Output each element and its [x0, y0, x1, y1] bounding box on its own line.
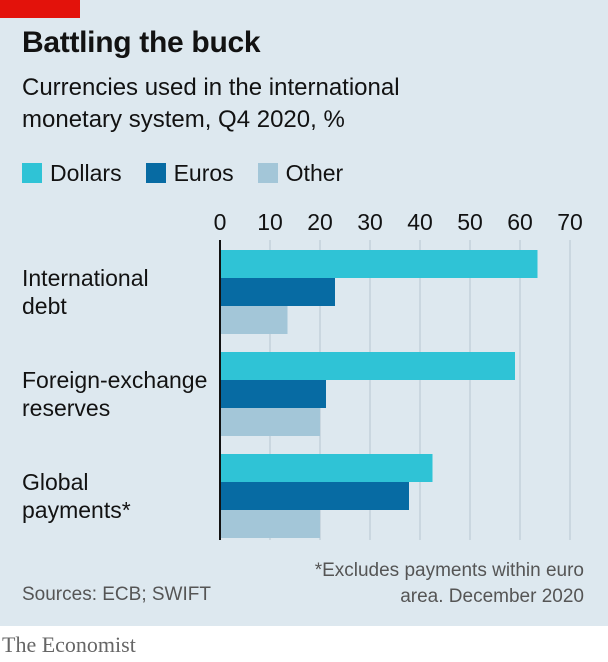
legend-item-dollars: Dollars [22, 160, 122, 187]
tick-label-0: 0 [214, 209, 227, 235]
tick-label-20: 20 [307, 209, 333, 235]
chart-title: Battling the buck [22, 26, 261, 59]
legend: Dollars Euros Other [22, 158, 367, 188]
bar-dollars-0 [220, 250, 538, 278]
legend-item-other: Other [257, 159, 344, 187]
category-label-0: International debt [22, 265, 149, 319]
legend-label-euros: Euros [173, 159, 234, 186]
legend-label-dollars: Dollars [50, 159, 122, 186]
tick-label-60: 60 [507, 209, 533, 235]
chart-subtitle: Currencies used in the international mon… [22, 74, 400, 133]
legend-swatch-dollars [22, 163, 42, 183]
category-label-1: Foreign-exchange reserves [22, 367, 207, 421]
legend-label-other: Other [285, 159, 344, 186]
tick-label-30: 30 [357, 209, 383, 235]
category-label-2: Global payments* [22, 469, 131, 523]
bar-other-0 [220, 306, 288, 334]
brand-wordmark: The Economist [2, 632, 136, 657]
bar-chart: 0 10 20 30 40 50 60 70 International debt Foreign-… [22, 209, 583, 540]
footnote: *Excludes payments within euro area. Dec… [314, 560, 584, 607]
bar-euros-2 [220, 482, 409, 510]
tick-label-50: 50 [457, 209, 483, 235]
legend-swatch-other [257, 163, 278, 183]
source-note: Sources: ECB; SWIFT [22, 584, 211, 605]
tick-label-40: 40 [407, 209, 433, 235]
bar-dollars-1 [220, 352, 515, 380]
bar-dollars-2 [220, 454, 433, 482]
legend-item-euros: Euros [145, 159, 234, 187]
bar-euros-1 [220, 380, 326, 408]
brand-red-tag [0, 0, 80, 18]
bar-other-1 [220, 408, 320, 436]
tick-label-10: 10 [257, 209, 283, 235]
bar-other-2 [220, 510, 320, 538]
bar-euros-0 [220, 278, 335, 306]
tick-label-70: 70 [557, 209, 583, 235]
legend-swatch-euros [145, 163, 166, 183]
